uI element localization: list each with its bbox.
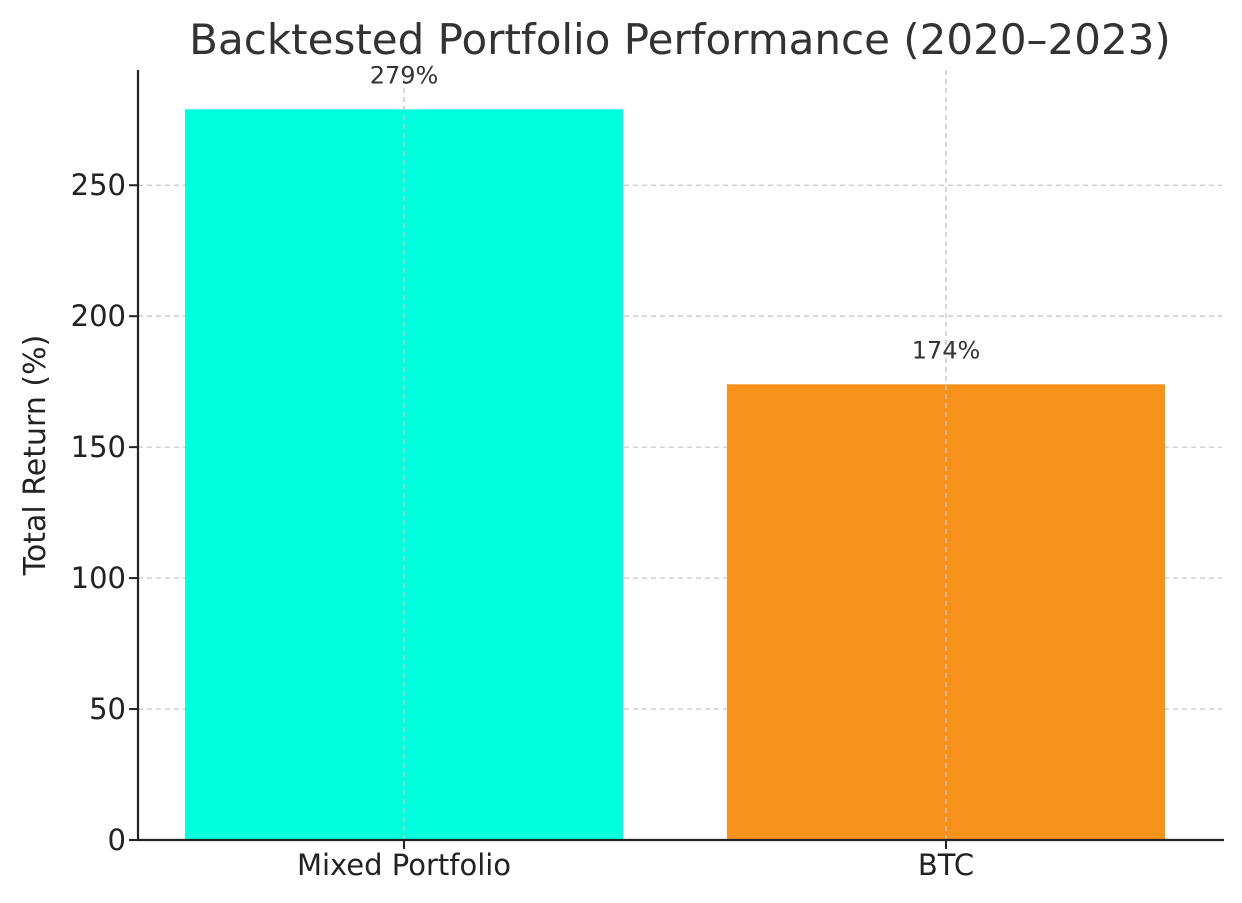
value-labels: 279% 174%	[370, 61, 981, 364]
y-tick-label: 150	[71, 430, 126, 464]
bars	[185, 70, 1165, 841]
y-tick-label: 0	[108, 823, 126, 857]
chart-title: Backtested Portfolio Performance (2020–2…	[189, 15, 1171, 64]
y-tick-label: 200	[71, 299, 126, 333]
y-tick-label: 50	[89, 692, 126, 726]
value-label: 279%	[370, 61, 439, 89]
axes: 0 50 100 150 200 250 Mixed Portfolio BTC	[71, 70, 1224, 882]
y-axis-label: Total Return (%)	[18, 335, 53, 577]
value-label: 174%	[912, 336, 981, 364]
x-tick-label: Mixed Portfolio	[297, 848, 511, 882]
x-tick-label: BTC	[918, 848, 974, 882]
y-tick-label: 100	[71, 561, 126, 595]
y-tick-label: 250	[71, 168, 126, 202]
